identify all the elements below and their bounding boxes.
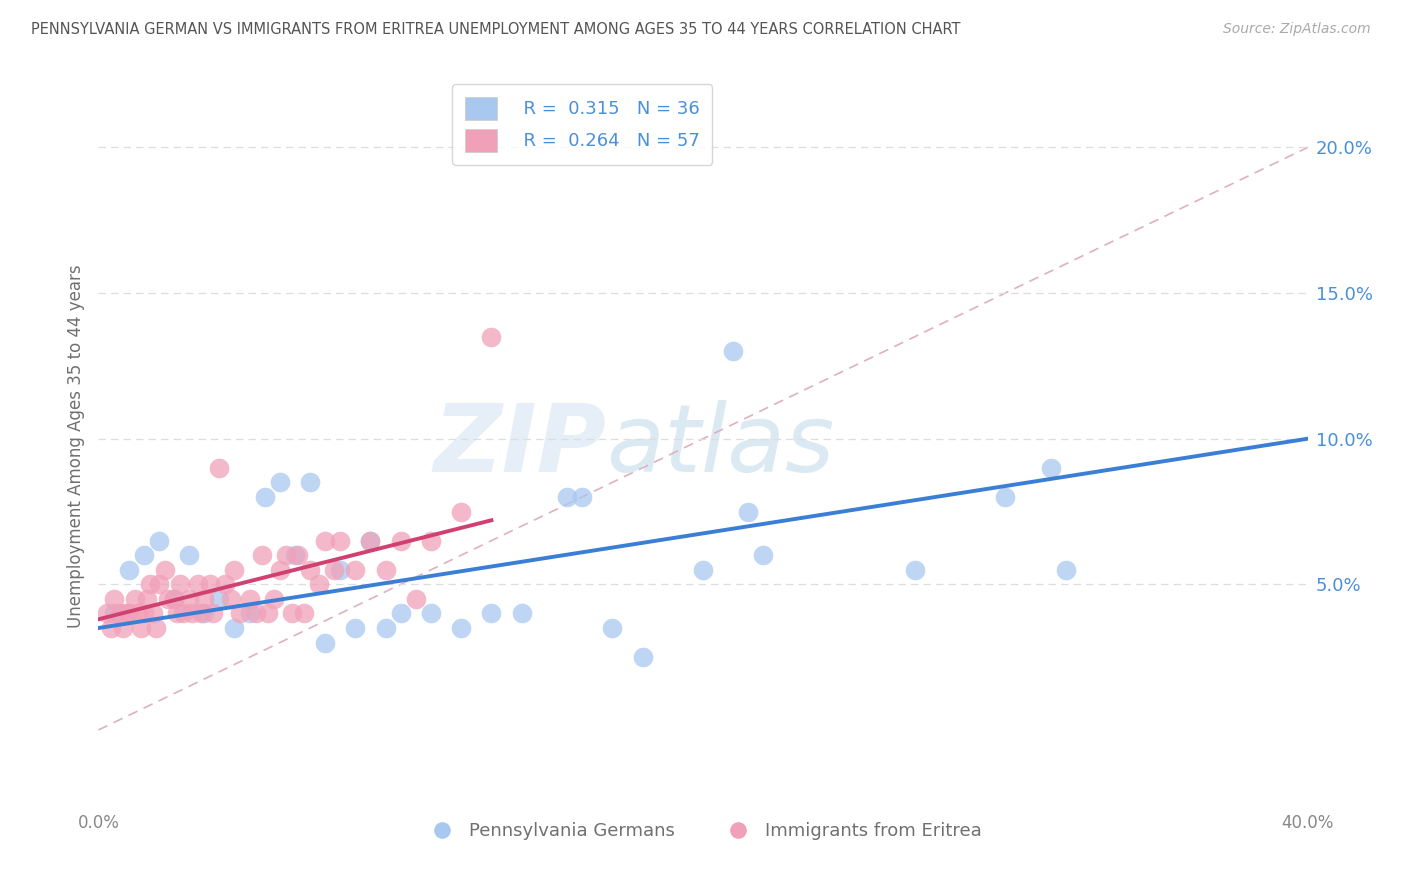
Point: [360, 533, 382, 548]
Point: [481, 330, 503, 344]
Point: [405, 591, 427, 606]
Point: [118, 607, 141, 621]
Point: [156, 591, 179, 606]
Point: [308, 577, 330, 591]
Text: PENNSYLVANIA GERMAN VS IMMIGRANTS FROM ERITREA UNEMPLOYMENT AMONG AGES 35 TO 44 : PENNSYLVANIA GERMAN VS IMMIGRANTS FROM E…: [31, 22, 960, 37]
Point: [132, 548, 155, 562]
Point: [208, 591, 231, 606]
Point: [284, 548, 307, 562]
Point: [179, 591, 201, 606]
Point: [96, 607, 118, 621]
Point: [103, 607, 125, 621]
Point: [420, 533, 443, 548]
Point: [602, 621, 624, 635]
Point: [200, 577, 222, 591]
Point: [510, 607, 533, 621]
Point: [153, 563, 176, 577]
Point: [329, 533, 352, 548]
Point: [148, 577, 170, 591]
Point: [108, 607, 131, 621]
Point: [1039, 460, 1062, 475]
Point: [420, 607, 443, 621]
Point: [253, 490, 276, 504]
Point: [374, 563, 396, 577]
Point: [148, 533, 170, 548]
Point: [145, 621, 167, 635]
Point: [163, 591, 186, 606]
Point: [179, 548, 201, 562]
Point: [127, 607, 149, 621]
Point: [344, 563, 367, 577]
Text: Source: ZipAtlas.com: Source: ZipAtlas.com: [1223, 22, 1371, 37]
Point: [163, 591, 186, 606]
Point: [344, 621, 367, 635]
Point: [103, 591, 125, 606]
Point: [269, 475, 291, 490]
Point: [187, 577, 209, 591]
Point: [208, 460, 231, 475]
Point: [172, 607, 194, 621]
Y-axis label: Unemployment Among Ages 35 to 44 years: Unemployment Among Ages 35 to 44 years: [66, 264, 84, 628]
Point: [118, 563, 141, 577]
Point: [555, 490, 578, 504]
Point: [193, 591, 215, 606]
Legend: Pennsylvania Germans, Immigrants from Eritrea: Pennsylvania Germans, Immigrants from Er…: [416, 815, 990, 847]
Point: [631, 650, 654, 665]
Point: [314, 533, 336, 548]
Point: [904, 563, 927, 577]
Point: [287, 548, 309, 562]
Point: [389, 607, 412, 621]
Point: [281, 607, 304, 621]
Point: [214, 577, 236, 591]
Point: [166, 607, 188, 621]
Point: [374, 621, 396, 635]
Point: [571, 490, 593, 504]
Point: [274, 548, 297, 562]
Point: [245, 607, 267, 621]
Point: [692, 563, 714, 577]
Point: [481, 607, 503, 621]
Point: [239, 591, 262, 606]
Point: [139, 577, 162, 591]
Point: [224, 621, 246, 635]
Point: [169, 577, 191, 591]
Point: [299, 475, 322, 490]
Point: [239, 607, 262, 621]
Point: [723, 344, 745, 359]
Point: [114, 607, 136, 621]
Point: [129, 621, 152, 635]
Point: [229, 607, 252, 621]
Point: [292, 607, 315, 621]
Point: [135, 591, 157, 606]
Point: [202, 607, 225, 621]
Point: [221, 591, 243, 606]
Point: [323, 563, 346, 577]
Text: ZIP: ZIP: [433, 400, 606, 492]
Point: [450, 621, 472, 635]
Point: [124, 591, 146, 606]
Point: [263, 591, 285, 606]
Text: atlas: atlas: [606, 401, 835, 491]
Point: [1054, 563, 1077, 577]
Point: [100, 621, 122, 635]
Point: [269, 563, 291, 577]
Point: [389, 533, 412, 548]
Point: [250, 548, 273, 562]
Point: [329, 563, 352, 577]
Point: [360, 533, 382, 548]
Point: [190, 607, 212, 621]
Point: [256, 607, 278, 621]
Point: [111, 621, 134, 635]
Point: [132, 607, 155, 621]
Point: [224, 563, 246, 577]
Point: [142, 607, 165, 621]
Point: [737, 504, 759, 518]
Point: [181, 607, 204, 621]
Point: [314, 635, 336, 649]
Point: [299, 563, 322, 577]
Point: [450, 504, 472, 518]
Point: [994, 490, 1017, 504]
Point: [193, 607, 215, 621]
Point: [752, 548, 775, 562]
